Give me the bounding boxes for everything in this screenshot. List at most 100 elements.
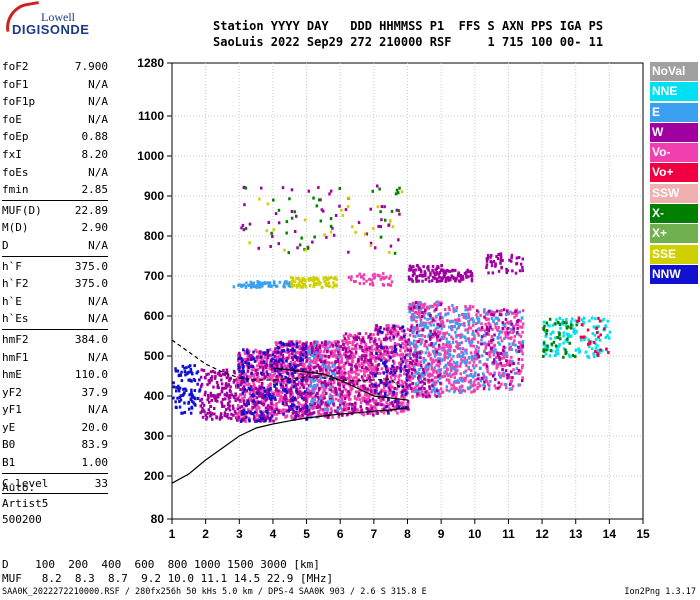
profile-trace-upper	[272, 367, 408, 401]
echo-point	[241, 361, 244, 365]
echo-point	[357, 336, 360, 340]
echo-point	[389, 383, 392, 387]
echo-point	[448, 340, 451, 344]
echo-point	[432, 318, 435, 322]
echo-point	[324, 276, 327, 280]
echo-point	[283, 364, 287, 368]
echo-point	[355, 365, 358, 369]
echo-point	[306, 397, 309, 401]
echo-point	[241, 397, 244, 401]
echo-point	[416, 392, 419, 396]
echo-point	[485, 263, 489, 267]
echo-point	[426, 373, 430, 377]
echo-point	[463, 335, 466, 339]
echo-point	[248, 222, 252, 226]
echo-point	[380, 205, 384, 209]
echo-point	[260, 412, 264, 416]
echo-point	[214, 394, 217, 398]
x-tick-label: 7	[371, 527, 378, 541]
echo-point	[437, 364, 440, 368]
echo-point	[216, 385, 219, 389]
echo-point	[414, 301, 418, 304]
echo-point	[309, 384, 312, 388]
param-value: N/A	[88, 294, 108, 308]
echo-point	[250, 368, 254, 372]
echo-point	[511, 331, 514, 335]
echo-point	[393, 361, 396, 365]
echo-point	[270, 407, 274, 411]
echo-point	[474, 329, 478, 333]
echo-point	[568, 341, 571, 345]
echo-point	[338, 373, 341, 377]
echo-point	[253, 415, 256, 418]
echo-point	[237, 359, 240, 362]
echo-point	[308, 278, 311, 282]
echo-point	[420, 374, 424, 378]
echo-point	[310, 403, 314, 407]
echo-point	[192, 377, 196, 381]
echo-point	[509, 387, 513, 391]
echo-point	[556, 336, 559, 339]
echo-point	[201, 415, 205, 419]
echo-point	[415, 394, 419, 398]
echo-point	[252, 381, 255, 385]
echo-point	[289, 387, 293, 391]
echo-point	[260, 385, 264, 389]
param-name: foF1	[2, 77, 29, 91]
echo-point	[268, 419, 272, 423]
echo-point	[584, 350, 588, 354]
echo-point	[242, 283, 246, 287]
echo-point	[279, 383, 283, 387]
echo-point	[496, 309, 499, 313]
echo-point	[309, 359, 313, 363]
echo-point	[363, 372, 366, 376]
echo-point	[427, 334, 430, 338]
echo-point	[248, 410, 251, 414]
echo-point	[484, 333, 487, 337]
echo-point	[398, 186, 401, 190]
echo-point	[419, 323, 423, 327]
echo-point	[453, 308, 456, 312]
echo-point	[466, 308, 470, 312]
echo-point	[419, 320, 423, 324]
echo-point	[593, 355, 596, 359]
echo-point	[387, 386, 391, 390]
echo-point	[316, 400, 319, 404]
echo-point	[233, 378, 236, 382]
echo-point	[343, 397, 347, 401]
echo-point	[301, 364, 304, 368]
echo-point	[334, 390, 337, 394]
echo-point	[508, 359, 511, 363]
echo-point	[345, 413, 349, 417]
echo-point	[292, 344, 295, 348]
echo-point	[391, 364, 394, 368]
echo-point	[214, 396, 218, 400]
echo-point	[203, 393, 207, 397]
echo-point	[223, 414, 226, 417]
echo-point	[427, 265, 430, 269]
echo-point	[338, 204, 341, 208]
echo-point	[276, 378, 280, 382]
echo-point	[342, 382, 345, 386]
echo-point	[514, 348, 518, 352]
echo-point	[395, 381, 398, 385]
echo-point	[447, 305, 451, 309]
echo-point	[435, 389, 439, 393]
echo-point	[342, 385, 345, 389]
echo-point	[382, 361, 385, 365]
echo-point	[343, 382, 346, 386]
echo-point	[401, 382, 405, 386]
echo-point	[413, 365, 416, 369]
echo-point	[311, 391, 315, 395]
echo-point	[264, 417, 268, 421]
echo-point	[337, 342, 340, 346]
echo-point	[340, 359, 343, 363]
echo-point	[467, 380, 471, 384]
echo-point	[474, 371, 477, 375]
echo-point	[286, 379, 290, 383]
echo-point	[335, 397, 338, 401]
echo-point	[288, 197, 291, 201]
echo-point	[464, 313, 468, 316]
echo-point	[224, 383, 228, 387]
echo-point	[262, 410, 266, 414]
